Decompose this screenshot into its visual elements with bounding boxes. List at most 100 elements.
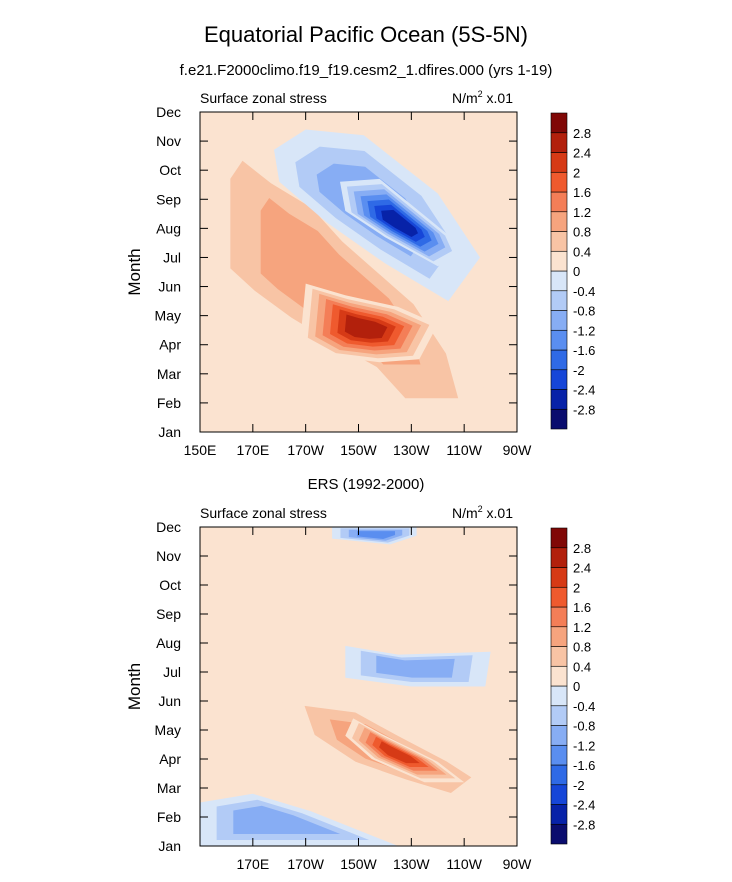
panel-2-title: ERS (1992-2000) bbox=[307, 476, 425, 493]
y-tick-label: Jun bbox=[158, 279, 181, 295]
colorbar-label: -0.4 bbox=[573, 284, 595, 299]
contour-negative-band-2-level-3 bbox=[376, 655, 455, 678]
contour-negative-core-level-7 bbox=[381, 209, 419, 237]
x-tick-label: 170E bbox=[236, 856, 269, 872]
colorbar: -2.8 -2.4 -2 -1.6 -1.2 -0.8 -0.4 0 0.4 0.8 1.2 1.6 2… bbox=[550, 112, 595, 430]
colorbar-box bbox=[550, 408, 568, 430]
y-tick-label: Feb bbox=[157, 809, 181, 825]
y-tick-label: Oct bbox=[159, 162, 181, 178]
colorbar-label: -0.8 bbox=[573, 304, 595, 319]
colorbar-box bbox=[550, 804, 568, 825]
colorbar-label: -2.8 bbox=[573, 402, 595, 417]
y-tick-label: Dec bbox=[156, 104, 181, 120]
colorbar-label: 0.4 bbox=[573, 659, 591, 674]
units-label: N/m2 x.01 bbox=[452, 504, 513, 521]
colorbar-box bbox=[550, 329, 568, 351]
colorbar-label: 0.8 bbox=[573, 225, 591, 240]
left-string-label: Surface zonal stress bbox=[200, 90, 327, 106]
colorbar-label: -2 bbox=[573, 363, 585, 378]
colorbar-label: 0 bbox=[573, 679, 580, 694]
colorbar-label: 0.4 bbox=[573, 244, 591, 259]
colorbar-box bbox=[550, 646, 568, 667]
colorbar-box bbox=[550, 250, 568, 272]
y-tick-label: May bbox=[155, 722, 181, 738]
colorbar-box bbox=[550, 547, 568, 568]
colorbar-label: 0 bbox=[573, 264, 580, 279]
x-tick-label: 90W bbox=[503, 856, 533, 872]
colorbar-label: -2.4 bbox=[573, 798, 595, 813]
contour-fields bbox=[200, 123, 496, 432]
colorbar-box bbox=[550, 132, 568, 153]
x-tick-label: 150E bbox=[184, 442, 217, 458]
colorbar-box bbox=[550, 152, 568, 173]
colorbar-label: -2 bbox=[573, 778, 585, 793]
x-tick-label: 150W bbox=[340, 442, 377, 458]
colorbar-label: 1.6 bbox=[573, 185, 591, 200]
y-tick-label: Jun bbox=[158, 693, 181, 709]
y-tick-label: Jan bbox=[158, 424, 181, 440]
y-tick-label: Jan bbox=[158, 838, 181, 854]
colorbar: -2.8 -2.4 -2 -1.6 -1.2 -0.8 -0.4 0 0.4 0.8 1.2 1.6 2… bbox=[550, 527, 595, 845]
y-tick-label: Nov bbox=[156, 548, 181, 564]
subtitle: f.e21.F2000climo.f19_f19.cesm2_1.dfires.… bbox=[179, 62, 553, 79]
colorbar-box bbox=[550, 744, 568, 766]
y-tick-label: Aug bbox=[156, 635, 181, 651]
colorbar-box bbox=[550, 784, 568, 805]
colorbar-label: -1.6 bbox=[573, 343, 595, 358]
y-tick-label: Aug bbox=[156, 220, 181, 236]
contour-positive-core-level-6 bbox=[379, 741, 420, 764]
chart-panel-1: Jan Feb Mar Apr May Jun Jul Aug Sep Oct Nov Dec 150E… bbox=[125, 89, 595, 458]
colorbar-label: 2.4 bbox=[573, 146, 591, 161]
colorbar-box bbox=[550, 665, 568, 687]
colorbar-label: 1.2 bbox=[573, 620, 591, 635]
colorbar-box bbox=[550, 705, 568, 726]
colorbar-label: -1.6 bbox=[573, 758, 595, 773]
colorbar-box bbox=[550, 191, 568, 213]
contour-negative-band-level-3 bbox=[233, 805, 341, 834]
colorbar-box bbox=[550, 112, 568, 134]
x-tick-label: 130W bbox=[393, 442, 430, 458]
y-tick-label: Jul bbox=[163, 664, 181, 680]
y-axis-label: Month bbox=[125, 663, 144, 710]
colorbar-label: -1.2 bbox=[573, 323, 595, 338]
colorbar-label: 1.2 bbox=[573, 205, 591, 220]
chart-panel-2: Jan Feb Mar Apr May Jun Jul Aug Sep Oct Nov Dec 170E… bbox=[125, 504, 595, 872]
y-axis-label: Month bbox=[125, 248, 144, 295]
colorbar-box bbox=[550, 290, 568, 311]
main-title: Equatorial Pacific Ocean (5S-5N) bbox=[203, 22, 529, 47]
colorbar-box bbox=[550, 171, 568, 193]
colorbar-label: -2.4 bbox=[573, 383, 595, 398]
colorbar-label: 2.4 bbox=[573, 561, 591, 576]
contour-positive-core-level-7 bbox=[344, 314, 388, 339]
left-string-label: Surface zonal stress bbox=[200, 505, 327, 521]
x-tick-label: 170E bbox=[236, 442, 269, 458]
colorbar-label: -0.8 bbox=[573, 719, 595, 734]
colorbar-label: 2.8 bbox=[573, 541, 591, 556]
colorbar-label: 2 bbox=[573, 580, 580, 595]
y-tick-label: Feb bbox=[157, 395, 181, 411]
colorbar-box bbox=[550, 369, 568, 390]
colorbar-box bbox=[550, 231, 568, 252]
y-tick-label: Nov bbox=[156, 133, 181, 149]
colorbar-label: 2 bbox=[573, 165, 580, 180]
x-tick-label: 90W bbox=[503, 442, 533, 458]
x-tick-label: 170W bbox=[287, 442, 324, 458]
contour-fields bbox=[200, 527, 496, 846]
colorbar-box bbox=[550, 270, 568, 292]
colorbar-box bbox=[550, 389, 568, 410]
colorbar-label: -0.4 bbox=[573, 699, 595, 714]
units-label: N/m2 x.01 bbox=[452, 89, 513, 106]
colorbar-box bbox=[550, 685, 568, 707]
colorbar-box bbox=[550, 764, 568, 786]
colorbar-box bbox=[550, 527, 568, 549]
y-tick-label: Dec bbox=[156, 519, 181, 535]
y-tick-label: Sep bbox=[156, 191, 181, 207]
contour-negative-top-level-4 bbox=[357, 531, 396, 539]
colorbar-box bbox=[550, 211, 568, 232]
colorbar-label: 0.8 bbox=[573, 640, 591, 655]
colorbar-label: -1.2 bbox=[573, 738, 595, 753]
colorbar-box bbox=[550, 626, 568, 647]
x-tick-label: 110W bbox=[446, 856, 482, 872]
colorbar-label: -2.8 bbox=[573, 817, 595, 832]
